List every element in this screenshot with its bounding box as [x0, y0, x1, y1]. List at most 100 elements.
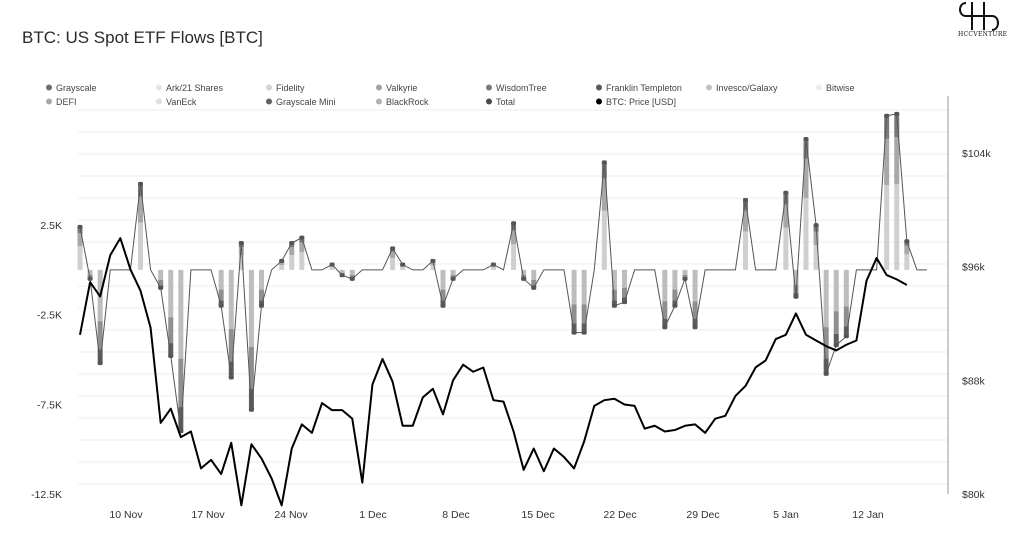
flow-bar-segment [601, 162, 607, 179]
flow-bar-segment [581, 323, 587, 333]
flow-bar-segment [823, 327, 829, 359]
legend-item-wisdomtree: WisdomTree [486, 83, 547, 93]
flow-bar-segment [248, 346, 254, 389]
flow-bar-segment [823, 358, 829, 374]
y2-tick-label: $80k [962, 489, 986, 501]
y-tick-label: 2.5K [40, 220, 62, 232]
btc-price-line [79, 237, 908, 507]
flow-bar-segment [662, 269, 668, 302]
legend-item-franklin-templeton: Franklin Templeton [596, 83, 682, 93]
flow-bar-segment [440, 269, 446, 290]
flow-bar-segment [894, 184, 900, 270]
y-tick-label: -7.5K [37, 399, 62, 411]
flow-bar-segment [813, 245, 819, 270]
flow-bar-segment [743, 199, 748, 211]
legend-item-btc-price-usd: BTC: Price [USD] [596, 97, 676, 107]
flow-bar-segment [168, 269, 174, 318]
flow-bar [581, 269, 587, 335]
flow-bar-segment [138, 222, 143, 270]
flow-bar-segment [248, 269, 254, 347]
legend-swatch [486, 98, 492, 105]
flow-bar-segment [511, 223, 517, 231]
y-tick-label: -2.5K [37, 310, 62, 322]
legend-swatch [266, 98, 272, 105]
legend-label: Bitwise [826, 83, 855, 93]
flow-bar-segment [843, 269, 849, 307]
legend-label: Total [496, 97, 515, 107]
flow-bar-segment [813, 231, 819, 246]
legend-item-valkyrie: Valkyrie [376, 83, 417, 93]
flow-bar-segment [228, 269, 234, 330]
flow-bars [77, 111, 910, 434]
flow-bar-segment [158, 269, 164, 280]
flow-bar-segment [843, 306, 849, 327]
flow-bar-segment [743, 210, 748, 232]
brand-name: HCCVENTURE [958, 31, 1008, 38]
flow-bar-segment [87, 274, 93, 278]
legend-label: WisdomTree [496, 83, 547, 93]
flow-bar-segment [884, 185, 890, 270]
flow-bar-segment [400, 266, 406, 270]
flow-bar-segment [904, 241, 910, 246]
flow-bar-segment [884, 115, 890, 139]
flow-bar-segment [833, 333, 839, 346]
legend-label: Valkyrie [386, 83, 417, 93]
legend-swatch [376, 98, 382, 105]
flow-bar-segment [672, 289, 678, 301]
flow-bar-segment [77, 246, 83, 270]
flow-bar [904, 239, 910, 270]
flow-bar-segment [97, 321, 103, 350]
x-tick-label: 29 Dec [686, 509, 719, 521]
flow-bar-segment [259, 289, 264, 301]
legend-swatch [596, 84, 602, 91]
flow-bar-segment [450, 274, 456, 278]
flow-bar-segment [833, 311, 839, 334]
flow-bar-segment [440, 289, 446, 301]
chart-lines [79, 113, 927, 507]
flow-bar-segment [803, 158, 809, 198]
flow-bar-segment [178, 407, 184, 432]
flow-bar-segment [218, 289, 224, 301]
flow-bar-segment [601, 178, 607, 211]
legend-item-bitwise: Bitwise [816, 83, 855, 93]
chart-legend: Grayscale Ark/21 Shares Fidelity Valkyrie Wi… [46, 83, 855, 107]
flow-bar-segment [97, 349, 103, 364]
flow-bar-segment [299, 242, 305, 253]
flow-bar-segment [833, 269, 839, 312]
flow-bar [662, 269, 668, 330]
flow-bar-segment [248, 388, 254, 410]
legend-item-blackrock: BlackRock [376, 97, 429, 107]
flow-bar-segment [430, 264, 436, 270]
flow-bar-segment [87, 269, 93, 275]
flow-bar [390, 246, 396, 270]
flow-bar-segment [611, 289, 617, 301]
flow-bar-segment [531, 269, 537, 280]
legend-item-defi: DEFI [46, 97, 77, 107]
flow-bar-segment [168, 317, 174, 344]
legend-item-total: Total [486, 97, 515, 107]
flow-bar-segment [138, 196, 143, 223]
legend-swatch [46, 84, 52, 91]
flow-bar-segment [289, 255, 295, 270]
flow-bar-segment [803, 139, 809, 159]
legend-label: BTC: Price [USD] [606, 97, 676, 107]
flow-bar-segment [672, 300, 678, 306]
x-tick-label: 5 Jan [773, 509, 799, 521]
y-tick-label: -12.5K [31, 489, 62, 501]
brand-logo [959, 2, 999, 31]
flow-bar [77, 224, 83, 270]
flow-bar-segment [138, 183, 143, 197]
flow-bar-segment [571, 304, 577, 324]
legend-label: DEFI [56, 97, 77, 107]
flow-bar-segment [77, 226, 83, 234]
y2-tick-label: $96k [962, 262, 986, 274]
flow-bar-segment [672, 269, 678, 290]
flow-bar-segment [77, 233, 83, 247]
flow-bar-segment [743, 231, 748, 270]
legend-item-invesco-galaxy: Invesco/Galaxy [706, 83, 778, 93]
flow-bar-segment [571, 323, 577, 333]
legend-label: Fidelity [276, 83, 305, 93]
legend-label: Invesco/Galaxy [716, 83, 778, 93]
flow-bar-segment [279, 264, 285, 270]
flow-bar-segment [521, 269, 527, 275]
